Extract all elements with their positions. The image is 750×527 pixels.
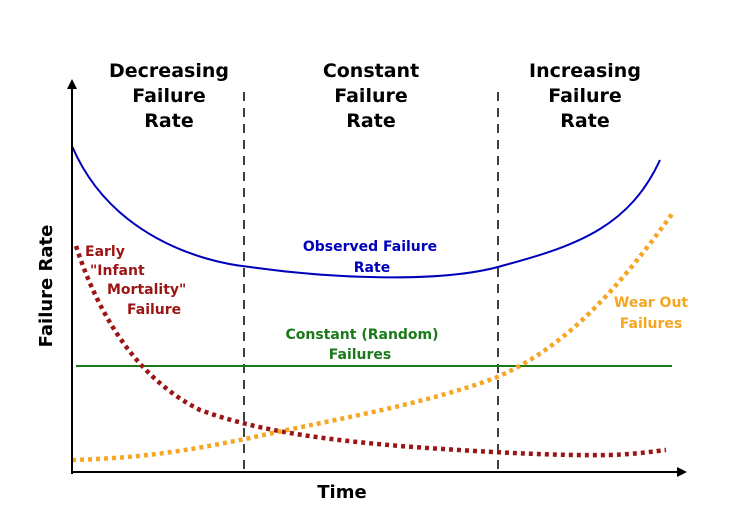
region-right-line2: Failure [548,85,622,107]
constant-label-line2: Failures [329,347,392,363]
wearout-label-line2: Failures [620,316,683,332]
region-left-line2: Failure [132,85,206,107]
y-axis-label: Failure Rate [36,225,57,348]
observed-failure-rate-curve [71,145,661,279]
early-label-line4: Failure [127,302,181,318]
wearout-label-line1: Wear Out [614,295,689,311]
early-label-line1: Early [85,244,125,260]
wear-out-failures-curve [71,212,674,463]
observed-label-line1: Observed Failure [303,239,437,255]
region-middle-line1: Constant [323,60,419,82]
early-infant-mortality-curve [73,245,667,458]
region-middle-line2: Failure [334,85,408,107]
region-right-line1: Increasing [529,60,641,82]
region-left-line3: Rate [144,110,193,132]
region-right-line3: Rate [560,110,609,132]
early-label-line3: Mortality" [107,282,186,298]
x-axis-label: Time [317,482,366,503]
early-label-line2: "Infant [90,263,145,279]
region-middle-line3: Rate [346,110,395,132]
constant-label-line1: Constant (Random) [285,327,438,343]
observed-label-line2: Rate [354,260,390,276]
region-left-line1: Decreasing [109,60,229,82]
